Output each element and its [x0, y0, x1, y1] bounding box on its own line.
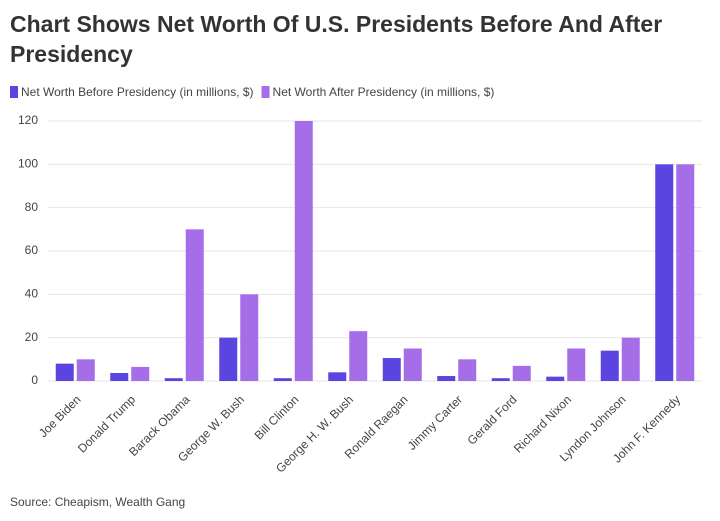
- y-tick-label: 100: [18, 157, 38, 171]
- y-tick-label: 60: [25, 243, 39, 257]
- bar: [512, 365, 531, 381]
- y-tick-label: 20: [25, 330, 39, 344]
- x-tick-label: Bill Clinton: [252, 392, 302, 442]
- bar: [240, 294, 259, 381]
- x-tick-label: Gerald Ford: [464, 392, 519, 447]
- bar: [403, 348, 422, 381]
- bar: [328, 372, 347, 381]
- bar: [273, 378, 292, 381]
- source: Source: Cheapism, Wealth Gang: [10, 495, 185, 509]
- bar: [458, 359, 477, 381]
- bar: [294, 121, 313, 381]
- y-tick-label: 80: [25, 200, 39, 214]
- bar: [600, 350, 619, 381]
- bar: [349, 331, 368, 381]
- bar: [621, 337, 640, 381]
- bar: [76, 359, 95, 381]
- x-tick-label: Jimmy Carter: [405, 392, 465, 452]
- y-tick-label: 120: [18, 113, 38, 127]
- bar: [219, 337, 238, 381]
- bar: [676, 164, 695, 381]
- bar: [546, 376, 565, 381]
- bar: [185, 229, 204, 381]
- bar: [110, 372, 129, 381]
- bar: [131, 366, 150, 381]
- chart-title: Chart Shows Net Worth Of U.S. Presidents…: [10, 11, 662, 67]
- legend-swatch: [10, 86, 18, 98]
- legend-swatch: [261, 86, 270, 98]
- bar: [55, 363, 74, 381]
- bar: [164, 378, 183, 381]
- y-tick-label: 40: [25, 287, 39, 301]
- bar: [437, 376, 456, 381]
- bar: [567, 348, 586, 381]
- legend-label: Net Worth After Presidency (in millions,…: [273, 85, 495, 99]
- x-tick-label: Joe Biden: [36, 392, 84, 440]
- legend-label: Net Worth Before Presidency (in millions…: [21, 85, 254, 99]
- bar: [491, 378, 510, 381]
- bar: [382, 358, 401, 381]
- bar: [655, 164, 674, 381]
- y-tick-label: 0: [31, 373, 38, 387]
